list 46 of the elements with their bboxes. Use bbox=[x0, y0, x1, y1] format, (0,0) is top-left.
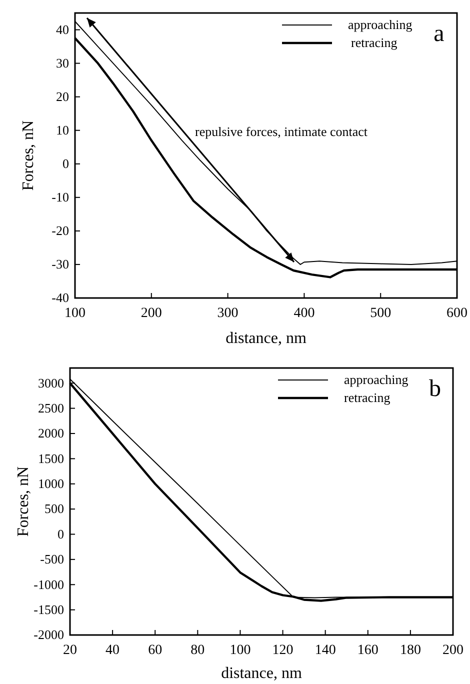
x-tick-label: 60 bbox=[148, 642, 162, 658]
x-axis-title: distance, nm bbox=[226, 330, 307, 347]
legend-label: approaching bbox=[348, 17, 413, 32]
y-tick-label: 0 bbox=[62, 156, 69, 172]
y-tick-label: -40 bbox=[52, 290, 69, 306]
y-tick-label: 30 bbox=[56, 55, 69, 70]
x-tick-label: 500 bbox=[370, 306, 392, 321]
y-tick-label: -2000 bbox=[34, 627, 64, 642]
annotation: repulsive forces, intimate contact bbox=[195, 124, 368, 139]
x-tick-label: 400 bbox=[294, 306, 315, 321]
x-tick-label: 100 bbox=[64, 306, 86, 321]
x-tick-label: 160 bbox=[357, 642, 378, 658]
x-tick-label: 120 bbox=[272, 642, 294, 658]
y-axis-title: Forces, nN bbox=[15, 466, 32, 537]
legend-label: approaching bbox=[344, 372, 409, 387]
x-tick-label: 200 bbox=[140, 306, 162, 321]
legend-label: retracing bbox=[344, 390, 391, 405]
y-tick-label: -1000 bbox=[34, 576, 64, 592]
y-tick-label: -20 bbox=[52, 223, 69, 238]
y-tick-label: 20 bbox=[56, 88, 69, 104]
y-tick-label: 40 bbox=[56, 22, 69, 37]
x-tick-label: 40 bbox=[106, 642, 120, 658]
y-tick-label: -1500 bbox=[34, 602, 64, 617]
x-axis-title: distance, nm bbox=[221, 665, 302, 682]
x-tick-label: 140 bbox=[314, 642, 336, 658]
x-tick-label: 80 bbox=[190, 642, 205, 658]
y-tick-label: 10 bbox=[56, 122, 69, 138]
y-tick-label: 500 bbox=[44, 501, 64, 516]
y-tick-label: -10 bbox=[52, 190, 69, 205]
x-tick-label: 600 bbox=[446, 306, 468, 321]
annotation: b bbox=[429, 376, 441, 402]
y-axis-title: Forces, nN bbox=[20, 120, 37, 191]
y-tick-label: 1000 bbox=[38, 476, 64, 492]
y-tick-label: 1500 bbox=[38, 450, 64, 466]
y-tick-label: 0 bbox=[58, 526, 64, 542]
y-tick-label: 2000 bbox=[38, 426, 64, 441]
x-tick-label: 180 bbox=[400, 642, 421, 658]
y-tick-label: 3000 bbox=[38, 375, 64, 390]
y-tick-label: 2500 bbox=[38, 400, 64, 416]
y-tick-label: -500 bbox=[40, 552, 64, 567]
x-tick-label: 100 bbox=[230, 642, 251, 658]
x-tick-label: 200 bbox=[442, 642, 464, 658]
legend-label: retracing bbox=[351, 35, 398, 50]
annotation: a bbox=[434, 21, 445, 47]
x-tick-label: 300 bbox=[217, 306, 238, 321]
y-tick-label: -30 bbox=[52, 256, 69, 272]
